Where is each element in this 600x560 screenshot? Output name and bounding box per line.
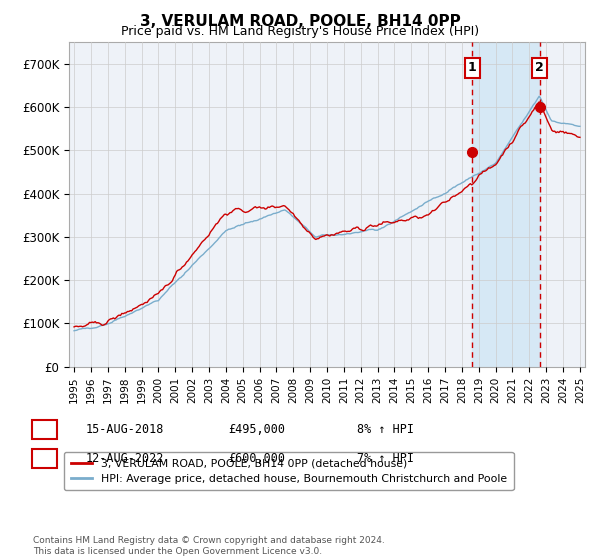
Text: Price paid vs. HM Land Registry's House Price Index (HPI): Price paid vs. HM Land Registry's House … xyxy=(121,25,479,38)
Text: 3, VERULAM ROAD, POOLE, BH14 0PP: 3, VERULAM ROAD, POOLE, BH14 0PP xyxy=(140,14,460,29)
Text: 8% ↑ HPI: 8% ↑ HPI xyxy=(357,423,414,436)
Text: 15-AUG-2018: 15-AUG-2018 xyxy=(85,423,164,436)
Text: £600,000: £600,000 xyxy=(228,452,285,465)
Bar xyxy=(472,42,540,367)
Text: 2: 2 xyxy=(535,62,544,74)
Text: 1: 1 xyxy=(468,62,477,74)
Text: 1: 1 xyxy=(40,423,49,436)
Text: 2: 2 xyxy=(40,452,49,465)
Legend: 3, VERULAM ROAD, POOLE, BH14 0PP (detached house), HPI: Average price, detached : 3, VERULAM ROAD, POOLE, BH14 0PP (detach… xyxy=(64,452,514,490)
Text: £495,000: £495,000 xyxy=(228,423,285,436)
Text: 7% ↑ HPI: 7% ↑ HPI xyxy=(357,452,414,465)
Text: Contains HM Land Registry data © Crown copyright and database right 2024.
This d: Contains HM Land Registry data © Crown c… xyxy=(33,536,385,556)
Text: 12-AUG-2022: 12-AUG-2022 xyxy=(85,452,164,465)
